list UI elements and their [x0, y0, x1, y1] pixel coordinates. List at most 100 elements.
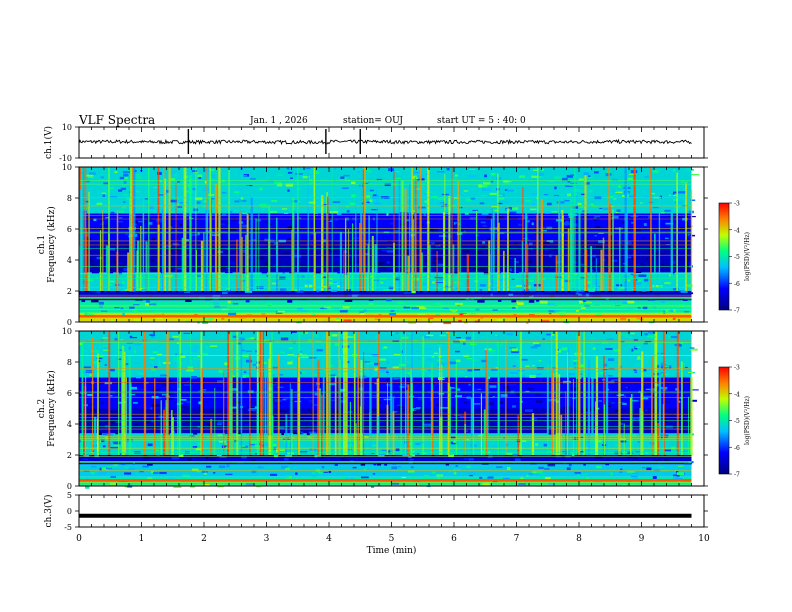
spectral-cell	[227, 300, 231, 304]
spectral-cell	[675, 184, 682, 186]
spectral-cell	[82, 458, 88, 460]
spectral-cell	[634, 343, 643, 347]
spectral-cell	[475, 234, 480, 237]
spectral-cell	[84, 454, 89, 457]
sferic-streak	[321, 195, 324, 291]
spectral-cell	[473, 430, 481, 433]
spectral-cell	[153, 472, 159, 475]
spectral-cell	[287, 361, 293, 365]
spectral-cell	[530, 288, 536, 291]
spectral-cell	[132, 462, 135, 465]
spectral-cell	[578, 364, 585, 368]
spectral-cell	[605, 348, 613, 350]
frequency-axis-label: Frequency (kHz)	[46, 206, 57, 283]
sferic-streak	[276, 254, 278, 291]
sferic-streak	[410, 369, 413, 455]
sferic-streak	[81, 167, 85, 291]
spectral-cell	[620, 333, 628, 336]
spectral-cell	[664, 449, 672, 452]
spectral-cell	[636, 319, 640, 323]
spectral-cell	[145, 297, 149, 301]
spectral-cell	[259, 243, 266, 247]
spectral-cell	[511, 348, 518, 352]
sferic-streak	[654, 233, 656, 291]
spectral-cell	[354, 382, 358, 384]
sferic-streak	[201, 368, 203, 455]
spectral-cell	[548, 180, 554, 182]
spectral-cell	[457, 371, 465, 374]
sferic-streak	[485, 349, 487, 455]
spectral-cell	[426, 426, 434, 428]
spectral-cell	[506, 424, 512, 428]
spectral-cell	[483, 182, 491, 185]
spectral-cell	[499, 413, 505, 417]
ch3-ylabel: ch.3(V)	[43, 495, 54, 528]
spectral-cell	[222, 291, 228, 295]
spectral-cell	[497, 299, 502, 302]
spectral-cell	[521, 440, 527, 442]
spectral-cell	[372, 482, 380, 486]
spectral-cell	[497, 407, 504, 409]
sferic-streak	[457, 180, 459, 291]
spectral-cell	[232, 412, 239, 414]
spectral-cell	[357, 396, 363, 399]
sferic-streak	[249, 354, 251, 455]
spectral-cell	[676, 473, 680, 477]
spectral-cell	[191, 234, 199, 236]
sferic-streak	[206, 167, 209, 291]
spectral-cell	[455, 223, 458, 226]
spectral-cell	[118, 217, 123, 219]
spectral-cell	[630, 483, 635, 485]
spectral-cell	[102, 433, 109, 436]
spectral-cell	[438, 263, 445, 267]
sferic-streak	[360, 167, 363, 291]
sferic-streak	[228, 167, 230, 291]
spectral-cell	[466, 465, 471, 469]
spectral-cell	[151, 367, 156, 371]
spectral-cell	[109, 248, 116, 251]
spectral-cell	[267, 465, 275, 469]
spectral-cell	[479, 289, 483, 291]
spectral-cell	[155, 394, 162, 396]
spectral-cell	[498, 318, 503, 322]
spectral-cell	[157, 380, 166, 383]
spectral-cell	[251, 470, 257, 474]
spectral-cell	[579, 390, 584, 393]
spectral-cell	[360, 312, 365, 316]
spectral-cell	[184, 291, 190, 293]
spectral-cell	[582, 210, 587, 213]
spectral-cell	[183, 307, 187, 310]
spectral-cell	[163, 406, 167, 410]
spectral-cell	[535, 363, 542, 366]
spectral-cell	[426, 358, 432, 361]
spectral-cell	[365, 168, 369, 171]
spectral-cell	[438, 279, 444, 281]
x-tick-label: 3	[264, 534, 270, 544]
spectral-cell	[203, 472, 207, 475]
spectral-cell	[356, 177, 359, 180]
sferic-streak	[360, 360, 363, 455]
spectral-cell	[146, 463, 153, 466]
spectral-cell	[94, 454, 99, 458]
spectral-cell	[512, 405, 516, 408]
spectral-cell	[478, 425, 487, 427]
spectral-cell	[583, 464, 586, 466]
spectral-band	[79, 291, 692, 301]
spectral-cell	[591, 205, 598, 208]
spectral-cell	[484, 220, 492, 222]
spectral-cell	[271, 200, 278, 202]
spectral-cell	[670, 309, 673, 313]
sferic-streak	[560, 414, 563, 455]
spectral-cell	[564, 279, 571, 283]
spectral-cell	[459, 313, 467, 317]
spectral-cell	[111, 420, 115, 424]
spectral-cell	[232, 335, 239, 338]
sferic-streak	[421, 252, 423, 291]
start-time-label: start UT = 5 : 40: 0	[437, 116, 526, 126]
spectral-cell	[169, 382, 176, 384]
spectral-cell	[661, 373, 669, 376]
spectral-cell	[551, 367, 557, 369]
sferic-streak	[327, 196, 329, 291]
spectral-cell	[208, 317, 214, 320]
spectral-cell	[686, 284, 693, 287]
